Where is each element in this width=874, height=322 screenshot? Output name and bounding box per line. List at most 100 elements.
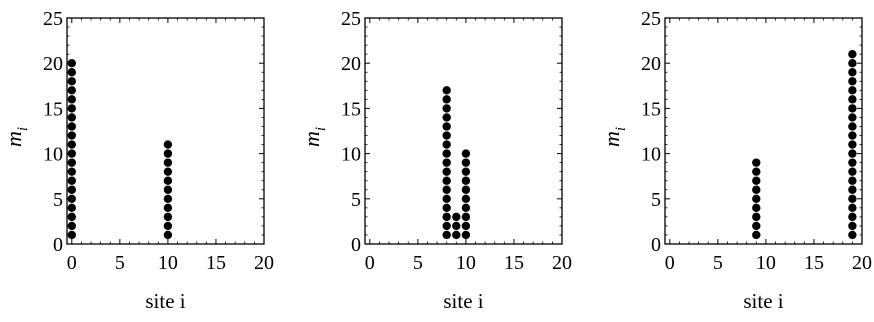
data-point [848,77,857,86]
data-point [442,104,451,113]
y-tick-label: 25 [43,8,63,30]
data-point [67,167,77,176]
y-tick-label: 15 [641,98,661,120]
data-point [67,68,77,77]
data-column [848,49,857,240]
y-axis-title-subscript: i [15,127,31,131]
y-tick-label: 0 [53,234,63,256]
data-point [163,158,173,167]
data-point [163,203,173,213]
x-tick-label: 0 [365,252,375,274]
y-tick-label: 20 [43,53,63,75]
data-point [442,122,451,131]
plot-frame [66,17,265,245]
data-point [461,149,471,158]
data-column [461,149,471,240]
data-point [752,176,761,185]
x-tick-label: 10 [158,252,178,274]
y-tick-label: 0 [651,234,661,256]
data-point [163,149,173,158]
data-point [461,158,471,167]
y-tick-label: 15 [341,98,361,120]
data-point [752,212,761,222]
data-point [461,221,471,231]
panel-3: 0 5 10 15 20 0 5 10 15 20 25 site i mi [599,8,872,313]
data-point [163,185,173,194]
y-axis-title-main: m [1,131,26,147]
y-axis-title: mi [1,127,31,147]
x-tick-label: 15 [504,252,524,274]
data-point [848,131,857,140]
y-tick-label: 10 [43,144,63,166]
data-point [67,122,77,131]
data-point [67,194,77,203]
data-point [67,176,77,185]
data-point [452,230,461,240]
data-point [67,113,77,122]
data-point [67,212,77,222]
data-point [442,176,451,185]
data-point [752,167,761,176]
x-tick-label: 5 [713,252,723,274]
data-column [163,140,173,240]
data-point [752,185,761,194]
x-tick-label: 20 [852,252,872,274]
data-point [752,203,761,213]
x-axis-title: site i [743,289,783,313]
data-point [461,230,471,240]
y-axis-title: mi [599,127,629,147]
y-tick-label: 5 [351,189,361,211]
x-tick-label: 0 [665,252,675,274]
data-column [442,86,451,240]
x-tick-label: 10 [456,252,476,274]
data-point [461,185,471,194]
data-point [848,68,857,77]
x-axis-title: site i [443,289,483,313]
data-point [848,104,857,113]
data-point [442,95,451,104]
y-axis-title-main: m [599,131,624,147]
data-point [442,86,451,95]
data-point [848,194,857,203]
y-tick-label: 0 [351,234,361,256]
data-point [452,212,461,222]
data-point [442,140,451,149]
data-point [67,185,77,194]
data-point [442,113,451,122]
data-point [848,149,857,158]
data-point [848,122,857,131]
y-axis-title-subscript: i [613,127,629,131]
x-tick-label: 20 [254,252,274,274]
data-point [67,221,77,231]
plot-frame [364,17,563,245]
data-point [442,158,451,167]
data-point [442,230,451,240]
data-point [848,59,857,68]
data-point [442,185,451,194]
data-point [752,194,761,203]
data-point [752,230,761,240]
data-point [67,158,77,167]
x-tick-label: 5 [413,252,423,274]
plot-frame [664,17,863,245]
x-axis-title: site i [145,289,185,313]
data-point [67,59,77,68]
data-point [163,194,173,203]
data-point [848,113,857,122]
x-tick-label: 20 [552,252,572,274]
y-tick-label: 25 [341,8,361,30]
data-point [163,176,173,185]
data-point [442,221,451,231]
y-axis-title: mi [299,127,329,147]
data-point [67,86,77,95]
data-point [67,140,77,149]
data-point [461,176,471,185]
data-point [163,140,173,149]
data-point [848,203,857,213]
data-point [461,194,471,203]
data-point [67,149,77,158]
data-point [442,167,451,176]
y-tick-label: 10 [341,144,361,166]
x-tick-label: 15 [206,252,226,274]
y-tick-label: 20 [341,53,361,75]
